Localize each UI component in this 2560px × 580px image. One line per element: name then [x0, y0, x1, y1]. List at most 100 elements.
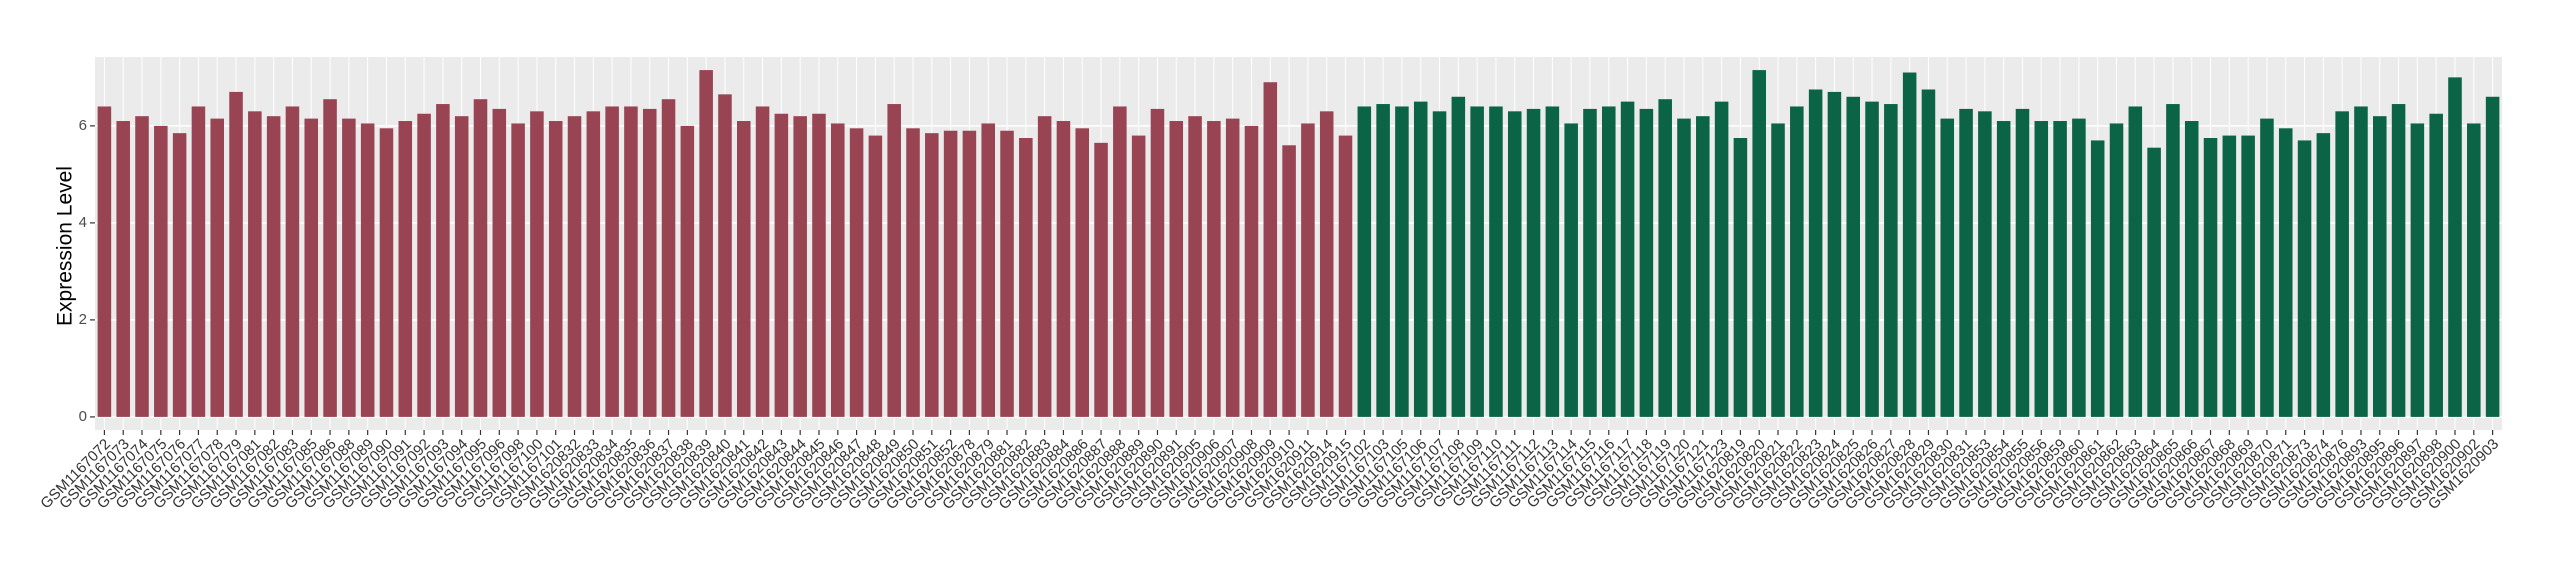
- bar: [511, 123, 525, 417]
- bar: [1056, 121, 1071, 417]
- bar: [360, 123, 375, 417]
- bar: [943, 130, 958, 417]
- bar: [1902, 72, 1917, 417]
- y-tick-label: 4: [79, 214, 87, 231]
- bar: [624, 106, 638, 417]
- bar: [1526, 108, 1541, 417]
- bar: [1583, 108, 1597, 417]
- bar: [97, 106, 112, 417]
- bar: [2278, 128, 2293, 417]
- bar: [1639, 108, 1654, 417]
- bar: [473, 99, 488, 417]
- bar: [1808, 89, 1823, 417]
- bar: [586, 111, 601, 417]
- bar: [1620, 101, 1635, 417]
- bar: [1884, 104, 1898, 417]
- bar: [2391, 104, 2406, 417]
- bar: [229, 91, 243, 417]
- bar: [323, 99, 337, 417]
- bar: [2090, 140, 2105, 417]
- bar: [605, 106, 619, 417]
- bar: [812, 113, 826, 417]
- bar: [2147, 147, 2161, 417]
- bar: [1301, 123, 1315, 417]
- bar: [2072, 118, 2086, 417]
- bar: [116, 121, 130, 417]
- bar: [172, 133, 187, 417]
- bar: [266, 116, 281, 417]
- y-axis-title: Expression Level: [54, 166, 77, 326]
- bar: [2410, 123, 2425, 417]
- bar: [210, 118, 225, 417]
- bar: [454, 116, 469, 417]
- bar: [2166, 104, 2180, 417]
- bar: [2241, 135, 2255, 417]
- bar: [1940, 118, 1955, 417]
- bar: [1677, 118, 1691, 417]
- bar: [567, 116, 582, 417]
- bar: [2109, 123, 2124, 417]
- bar: [831, 123, 845, 417]
- bar: [1696, 116, 1710, 417]
- bar: [154, 125, 168, 417]
- bar: [135, 116, 149, 417]
- bar: [1207, 121, 1221, 417]
- bar: [342, 118, 356, 417]
- bar: [548, 121, 563, 417]
- bar: [1357, 106, 1372, 417]
- bar: [2184, 121, 2199, 417]
- bar: [699, 70, 713, 417]
- bar: [642, 108, 657, 417]
- bar: [1978, 111, 1992, 417]
- bar: [398, 121, 413, 417]
- bar: [1996, 121, 2011, 417]
- bar: [793, 116, 807, 417]
- bar: [1131, 135, 1146, 417]
- bar: [1263, 82, 1278, 417]
- bar: [1150, 108, 1165, 417]
- bar: [248, 111, 262, 417]
- bar: [1714, 101, 1729, 417]
- bar: [887, 104, 901, 417]
- bar: [492, 108, 507, 417]
- bar: [1846, 96, 1861, 417]
- bar: [1188, 116, 1202, 417]
- bar: [2128, 106, 2143, 417]
- bar: [1338, 135, 1353, 417]
- bar: [2316, 133, 2331, 417]
- bar: [2429, 113, 2443, 417]
- bar: [1319, 111, 1334, 417]
- bar: [2053, 121, 2067, 417]
- bar: [736, 121, 751, 417]
- bar: [1169, 121, 1184, 417]
- bar: [530, 111, 544, 417]
- bar: [774, 113, 789, 417]
- bar: [285, 106, 300, 417]
- y-tick-label: 2: [79, 311, 87, 328]
- bar: [1395, 106, 1409, 417]
- bar: [2260, 118, 2274, 417]
- bar: [661, 99, 676, 417]
- bar: [1545, 106, 1560, 417]
- bar: [1413, 101, 1428, 417]
- bar: [304, 118, 319, 417]
- bar: [1244, 125, 1259, 417]
- bar: [1921, 89, 1936, 417]
- bar: [1658, 99, 1672, 417]
- bar: [1564, 123, 1578, 417]
- bar: [2297, 140, 2312, 417]
- bar: [1752, 70, 1766, 417]
- bar: [2015, 108, 2030, 417]
- bar: [1225, 118, 1240, 417]
- bar: [1489, 106, 1503, 417]
- y-tick-label: 6: [79, 117, 87, 134]
- bar: [1376, 104, 1390, 417]
- bar: [1733, 138, 1748, 417]
- bar: [2467, 123, 2481, 417]
- bar: [2222, 135, 2237, 417]
- bar: [981, 123, 995, 417]
- bar: [2485, 96, 2500, 417]
- bar: [2335, 111, 2349, 417]
- y-tick-label: 0: [79, 408, 87, 425]
